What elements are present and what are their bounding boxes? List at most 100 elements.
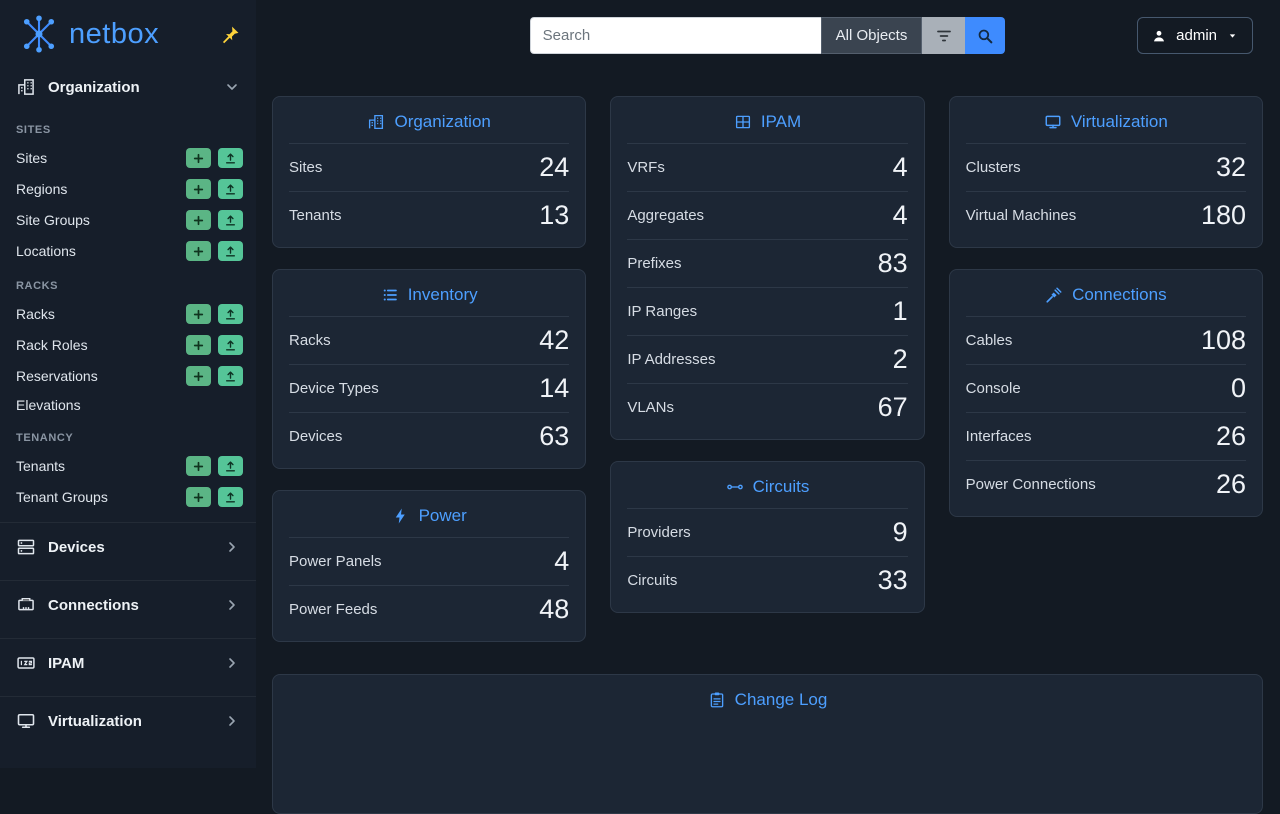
card-ipam: IPAM VRFs 4 Aggregates 4 Prefixes 83 IP … <box>610 96 925 440</box>
stat-value[interactable]: 4 <box>554 546 570 576</box>
card-title[interactable]: Organization <box>394 112 491 131</box>
stat-label[interactable]: VLANs <box>627 399 675 416</box>
stat-value[interactable]: 67 <box>877 392 908 422</box>
topbar: All Objects admin <box>272 0 1263 96</box>
brand: netbox <box>0 0 256 63</box>
stat-label[interactable]: Sites <box>289 159 323 176</box>
stat-label[interactable]: Device Types <box>289 380 379 397</box>
sidebar-item-sites[interactable]: Sites <box>0 143 256 174</box>
stat-label[interactable]: Tenants <box>289 207 342 224</box>
stat-value[interactable]: 33 <box>877 565 908 595</box>
netbox-logo-text[interactable]: netbox <box>69 17 160 50</box>
add-button[interactable] <box>186 179 211 199</box>
card-title[interactable]: Power <box>418 506 467 525</box>
stat-label[interactable]: Prefixes <box>627 255 682 272</box>
building-icon <box>367 113 385 131</box>
stat-value[interactable]: 48 <box>539 594 570 624</box>
import-button[interactable] <box>218 456 243 476</box>
sidebar-item-racks[interactable]: Racks <box>0 299 256 330</box>
stat-value[interactable]: 9 <box>892 517 908 547</box>
sidebar-item-site-groups[interactable]: Site Groups <box>0 205 256 236</box>
card-title[interactable]: Circuits <box>752 477 810 496</box>
sidebar-item-regions[interactable]: Regions <box>0 174 256 205</box>
user-menu-button[interactable]: admin <box>1137 17 1253 54</box>
stat-value[interactable]: 0 <box>1230 373 1246 403</box>
card-title[interactable]: Connections <box>1072 285 1167 304</box>
stat-label[interactable]: Providers <box>627 524 691 541</box>
stat-label[interactable]: Power Connections <box>965 476 1096 493</box>
stat-value[interactable]: 4 <box>892 152 908 182</box>
pin-icon[interactable] <box>221 25 240 44</box>
import-button[interactable] <box>218 179 243 199</box>
stat-label[interactable]: IP Addresses <box>627 351 716 368</box>
card-title[interactable]: IPAM <box>760 112 802 131</box>
add-button[interactable] <box>186 487 211 507</box>
import-button[interactable] <box>218 304 243 324</box>
stat-label[interactable]: Console <box>965 380 1021 397</box>
netbox-logo-icon[interactable] <box>18 13 60 55</box>
search-input[interactable] <box>529 17 821 54</box>
search-button[interactable] <box>965 17 1006 54</box>
sidebar-item-ipam[interactable]: IPAM <box>0 638 256 687</box>
add-button[interactable] <box>186 366 211 386</box>
sidebar-item-connections[interactable]: Connections <box>0 580 256 629</box>
import-button[interactable] <box>218 241 243 261</box>
stat-label[interactable]: Power Feeds <box>289 601 378 618</box>
stat-label[interactable]: Power Panels <box>289 553 382 570</box>
stat-value[interactable]: 13 <box>539 200 570 230</box>
import-button[interactable] <box>218 210 243 230</box>
sidebar-item-locations[interactable]: Locations <box>0 236 256 267</box>
plus-icon <box>192 245 205 258</box>
import-button[interactable] <box>218 487 243 507</box>
card-title[interactable]: Change Log <box>734 690 828 709</box>
add-button[interactable] <box>186 304 211 324</box>
sidebar-item-virtualization[interactable]: Virtualization <box>0 696 256 745</box>
import-button[interactable] <box>218 335 243 355</box>
clipboard-icon <box>708 691 726 709</box>
sidebar-item-tenants[interactable]: Tenants <box>0 451 256 482</box>
stat-label[interactable]: Devices <box>289 428 343 445</box>
stat-label[interactable]: IP Ranges <box>627 303 698 320</box>
stat-row: IP Addresses 2 <box>627 335 908 383</box>
import-button[interactable] <box>218 366 243 386</box>
stat-value[interactable]: 4 <box>892 200 908 230</box>
grid-icon <box>734 113 752 131</box>
main-content: All Objects admin Organization Sites <box>256 0 1280 814</box>
stat-value[interactable]: 63 <box>539 421 570 451</box>
stat-value[interactable]: 108 <box>1200 325 1246 355</box>
stat-label[interactable]: Interfaces <box>965 428 1032 445</box>
stat-value[interactable]: 24 <box>539 152 570 182</box>
sidebar-item-rack-roles[interactable]: Rack Roles <box>0 330 256 361</box>
stat-value[interactable]: 26 <box>1215 469 1246 499</box>
sidebar-item-elevations[interactable]: Elevations <box>16 397 81 413</box>
sidebar-item-organization[interactable]: Organization <box>0 63 256 111</box>
sidebar-item-reservations[interactable]: Reservations <box>0 361 256 392</box>
stat-label[interactable]: VRFs <box>627 159 665 176</box>
stat-label[interactable]: Cables <box>965 332 1013 349</box>
add-button[interactable] <box>186 210 211 230</box>
sidebar-item-tenant-groups[interactable]: Tenant Groups <box>0 482 256 513</box>
stat-value[interactable]: 42 <box>539 325 570 355</box>
stat-value[interactable]: 32 <box>1215 152 1246 182</box>
add-button[interactable] <box>186 335 211 355</box>
card-title[interactable]: Inventory <box>407 285 478 304</box>
stat-label[interactable]: Racks <box>289 332 331 349</box>
stat-label[interactable]: Clusters <box>965 159 1021 176</box>
import-button[interactable] <box>218 148 243 168</box>
object-type-button[interactable]: All Objects <box>820 17 923 54</box>
stat-label[interactable]: Circuits <box>627 572 678 589</box>
add-button[interactable] <box>186 148 211 168</box>
stat-value[interactable]: 2 <box>892 344 908 374</box>
filter-button[interactable] <box>922 17 966 54</box>
stat-label[interactable]: Aggregates <box>627 207 705 224</box>
card-title[interactable]: Virtualization <box>1070 112 1168 131</box>
stat-value[interactable]: 1 <box>892 296 908 326</box>
add-button[interactable] <box>186 456 211 476</box>
stat-value[interactable]: 26 <box>1215 421 1246 451</box>
stat-value[interactable]: 14 <box>539 373 570 403</box>
stat-label[interactable]: Virtual Machines <box>965 207 1077 224</box>
sidebar-item-devices[interactable]: Devices <box>0 522 256 571</box>
stat-value[interactable]: 180 <box>1200 200 1246 230</box>
stat-value[interactable]: 83 <box>877 248 908 278</box>
add-button[interactable] <box>186 241 211 261</box>
